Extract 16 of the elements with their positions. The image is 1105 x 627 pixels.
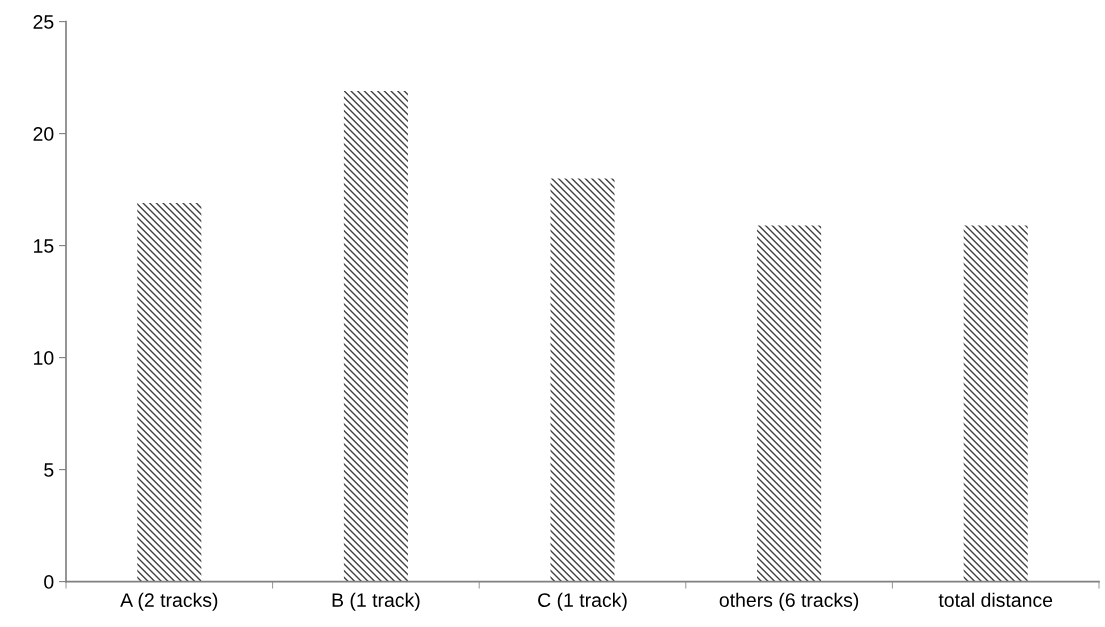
- x-tick-label: total distance: [938, 592, 1053, 607]
- x-tick-label: A (2 tracks): [120, 592, 218, 611]
- bar: [343, 91, 408, 582]
- bar: [757, 225, 822, 582]
- x-tick-label: B (1 track): [332, 592, 420, 611]
- y-tick-label: 20: [33, 127, 54, 141]
- x-tick-label: others (6 tracks): [719, 592, 859, 611]
- y-tick-label: 5: [44, 463, 54, 477]
- bar: [137, 203, 202, 582]
- y-tick-label: 25: [33, 15, 54, 29]
- x-tick-label: C (1 track): [538, 592, 627, 611]
- y-tick-label: 10: [34, 351, 54, 365]
- y-tick-label: 15: [34, 239, 54, 253]
- bar: [963, 225, 1028, 582]
- bar: [550, 178, 615, 582]
- y-tick-label: 0: [44, 575, 54, 589]
